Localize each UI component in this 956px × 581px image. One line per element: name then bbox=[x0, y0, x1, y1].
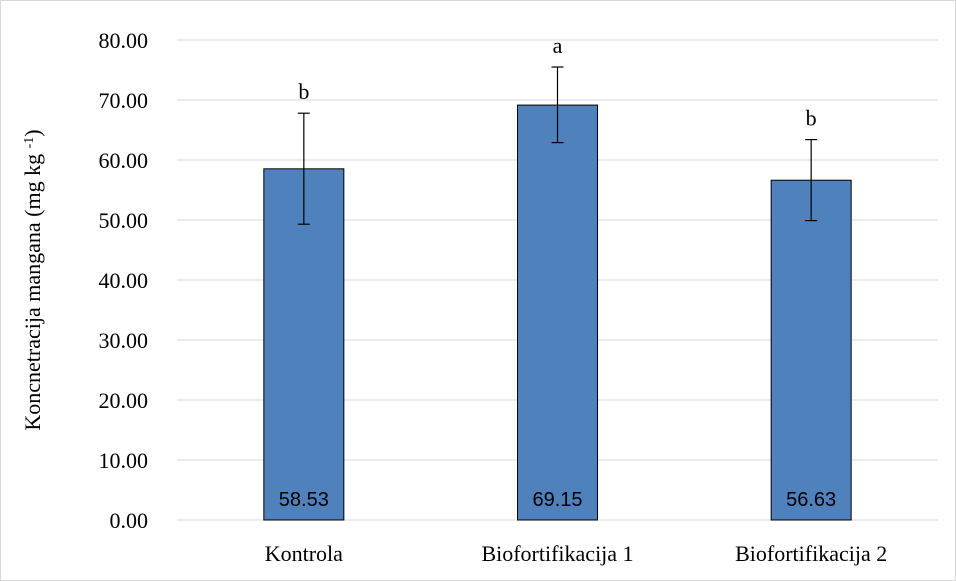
y-tick-label: 20.00 bbox=[99, 388, 149, 413]
y-tick-label: 30.00 bbox=[99, 328, 149, 353]
category-label: Kontrola bbox=[265, 541, 343, 566]
y-axis-title-main: Koncnetracija mangana (mg kg bbox=[20, 148, 45, 430]
significance-label: a bbox=[553, 33, 563, 58]
y-axis-title-tail: ) bbox=[20, 129, 45, 136]
bar-2 bbox=[517, 104, 598, 521]
category-label: Biofortifikacija 2 bbox=[735, 541, 887, 566]
y-axis-title: Koncnetracija mangana (mg kg -1) bbox=[20, 129, 45, 430]
value-labels: 58.53 69.15 56.63 bbox=[279, 489, 836, 511]
significance-label: b bbox=[298, 79, 309, 104]
y-tick-label: 0.00 bbox=[110, 508, 149, 533]
category-labels: Kontrola Biofortifikacija 1 Biofortifikaci… bbox=[265, 541, 887, 566]
y-tick-label: 50.00 bbox=[99, 208, 149, 233]
y-axis-title-sup: -1 bbox=[22, 137, 37, 149]
y-tick-label: 70.00 bbox=[99, 88, 149, 113]
category-label: Biofortifikacija 1 bbox=[481, 541, 633, 566]
value-label: 58.53 bbox=[279, 489, 329, 511]
y-tick-label: 60.00 bbox=[99, 148, 149, 173]
y-tick-label: 80.00 bbox=[99, 28, 149, 53]
bar-3 bbox=[770, 179, 852, 521]
y-tick-label: 10.00 bbox=[99, 448, 149, 473]
bars bbox=[263, 104, 852, 521]
bar-1 bbox=[263, 168, 345, 521]
y-tick-labels: 0.00 10.00 20.00 30.00 40.00 50.00 60.00 70.00 8… bbox=[99, 28, 149, 533]
y-tick-label: 40.00 bbox=[99, 268, 149, 293]
significance-label: b bbox=[806, 106, 817, 131]
error-bars bbox=[297, 66, 818, 225]
value-label: 69.15 bbox=[532, 489, 582, 511]
value-label: 56.63 bbox=[786, 489, 836, 511]
significance-labels: b a b bbox=[298, 33, 816, 131]
